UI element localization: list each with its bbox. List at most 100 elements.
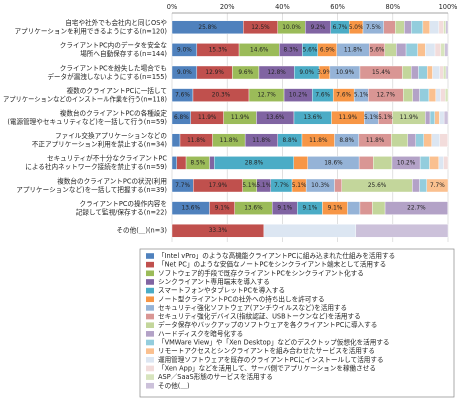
- bar-segment: [419, 156, 430, 170]
- bar-segment: [404, 20, 412, 34]
- data-label: 5.1%: [378, 115, 393, 121]
- legend-swatch: [146, 365, 154, 372]
- bar-segment: [426, 178, 449, 193]
- data-label: 7.7%: [175, 183, 190, 189]
- category-label: アプリケーションなどのインストール作業を行う(n=118): [3, 94, 167, 103]
- bar-segment: [418, 65, 428, 80]
- data-label: 11.8%: [309, 138, 328, 144]
- bar-segment: [443, 110, 449, 125]
- category-label: 複数のクライアントPCに一括して: [67, 86, 167, 95]
- data-label: 22.7%: [407, 206, 426, 212]
- category-label: 不正アプリケーション利用を禁止する(n=34): [32, 140, 167, 149]
- bar-segment: [171, 156, 177, 170]
- bar-segment: [384, 43, 397, 57]
- legend-label: 「Xen App」などを活用して、サーバ側でアプリケーションを稼働させる: [158, 363, 376, 372]
- data-label: 15.3%: [209, 47, 228, 53]
- legend-label: 運用管理ソフトウェアを既存のクライアントPCにインストールして活用する: [158, 355, 384, 364]
- bar-segment: [434, 43, 442, 57]
- category-label: クライアントPCを紛失した場合でも: [60, 63, 167, 72]
- data-label: 9.1%: [277, 206, 292, 212]
- data-label: 13.6%: [304, 115, 323, 121]
- category-label: 自宅や社外でも会社内と同じOSや: [65, 18, 167, 27]
- data-label: 17.9%: [209, 183, 228, 189]
- category-label: クライアントPC内のデータを安全な: [60, 41, 168, 50]
- x-tick-label: 60%: [330, 3, 345, 11]
- bar-segment: [209, 156, 215, 170]
- data-label: 10.9%: [336, 70, 355, 76]
- legend-label: ノート型クライアントPCの社外への持ち出しを許可する: [158, 294, 325, 303]
- legend-label: 「Net PC」のような安価なノートPCをシンクライアント端末として活用する: [158, 260, 386, 269]
- data-label: 5.1%: [242, 183, 257, 189]
- bar-segment: [383, 20, 396, 34]
- legend-swatch: [146, 348, 154, 354]
- data-label: 7.6%: [175, 93, 190, 99]
- data-label: 10.3%: [311, 183, 330, 189]
- bar-segment: [431, 133, 440, 148]
- bar-segment: [427, 65, 433, 80]
- data-label: 9.2%: [311, 25, 326, 31]
- data-label: 18.6%: [324, 160, 343, 166]
- legend-box: [139, 248, 455, 398]
- bar-segment: [425, 110, 431, 125]
- bar-segment: [438, 156, 444, 170]
- data-label: 11.9%: [231, 115, 250, 121]
- bar-segment: [422, 20, 430, 34]
- bar-segment: [445, 88, 449, 102]
- legend-label: その他(＿): [158, 381, 190, 390]
- bar-segment: [334, 178, 342, 193]
- bar-segment: [439, 65, 444, 80]
- bar-segment: [171, 133, 181, 148]
- data-label: 14.6%: [250, 47, 269, 53]
- data-label: 12.7%: [377, 93, 396, 99]
- bar-segment: [434, 110, 440, 125]
- data-label: 11.8%: [366, 138, 385, 144]
- bar-segment: [439, 133, 448, 148]
- bar-segment: [432, 65, 440, 80]
- data-label: 12.9%: [205, 70, 224, 76]
- data-label: 5.1%: [292, 183, 307, 189]
- data-label: 9.1%: [302, 206, 317, 212]
- data-label: 9.0%: [177, 70, 192, 76]
- bar-segment: [412, 178, 420, 193]
- x-tick-label: 40%: [275, 3, 290, 11]
- bar-segment: [403, 88, 413, 102]
- legend-swatch: [146, 253, 154, 259]
- data-label: 6.8%: [174, 115, 189, 121]
- data-label: 11.9%: [400, 115, 419, 121]
- legend-label: ASP／SaaS形態のサービスを活用する: [158, 372, 273, 381]
- legend-label: データ保存やバックアップのソフトウェアを各クライアントPCに導入する: [158, 320, 377, 329]
- legend-label: セキュリティ強化デバイス(指紋認証、USBトークンなど)を活用する: [158, 312, 361, 321]
- category-label: データが漏洩しないようにする(n=155): [47, 72, 167, 81]
- legend-swatch: [146, 339, 154, 346]
- data-label: 7.7%: [274, 183, 289, 189]
- bar-segment: [429, 20, 440, 34]
- category-label: 複数台のクライアントPCの状況(利用: [57, 176, 167, 185]
- category-label: ファイル交換アプリケーションなどの: [55, 131, 167, 140]
- x-tick-label: 100%: [439, 3, 458, 11]
- data-label: 13.6%: [182, 206, 201, 212]
- bar-segment: [411, 20, 424, 34]
- bar-segment: [373, 156, 393, 170]
- data-label: 8.3%: [283, 47, 298, 53]
- data-label: 6.9%: [320, 47, 335, 53]
- category-label: アプリケーションなど)を一括して把握する(n=39): [16, 185, 167, 194]
- data-label: 3.9%: [317, 70, 332, 76]
- legend-swatch: [146, 382, 154, 389]
- data-label: 9.1%: [215, 206, 230, 212]
- bar-segment: [402, 65, 412, 80]
- bar-segment: [419, 178, 427, 193]
- data-label: 9.0%: [177, 47, 192, 53]
- legend-swatch: [146, 374, 154, 380]
- bar-segment: [440, 43, 445, 57]
- data-label: 11.9%: [339, 115, 358, 121]
- bar-segment: [347, 201, 361, 215]
- legend-swatch: [146, 331, 154, 337]
- data-label: 8.5%: [190, 160, 205, 166]
- bar-segment: [359, 201, 373, 215]
- legend-label: セキュリティ強化ソフトウェア(アンチウイルスなど)を活用する: [158, 303, 347, 312]
- legend-swatch: [146, 313, 154, 320]
- data-label: 5.1%: [256, 183, 271, 189]
- data-label: 10.2%: [289, 93, 308, 99]
- x-tick-label: 0%: [167, 3, 177, 11]
